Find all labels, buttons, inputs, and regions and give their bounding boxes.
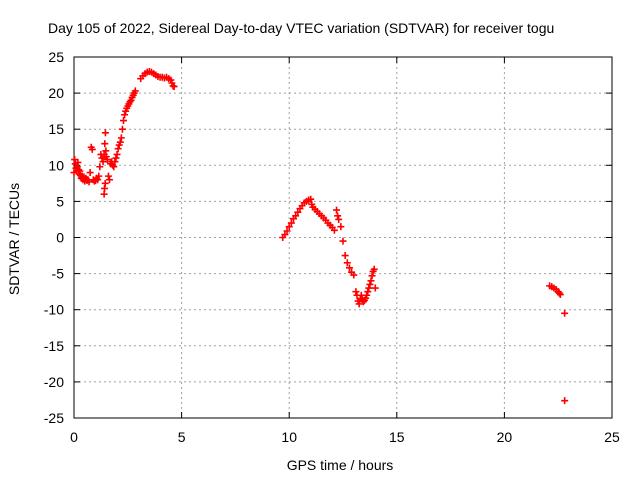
x-axis-tick-labels: 0 5 10 15 20 25 [70,429,620,445]
y-tick-label: 0 [56,230,64,246]
y-tick-label: 15 [48,121,64,137]
x-tick-label: 5 [178,429,186,445]
axis-ticks [73,56,613,419]
data-point [283,227,291,235]
data-point [337,223,345,231]
y-tick-label: 10 [48,157,64,173]
data-point [294,208,302,216]
data-point [561,309,569,317]
chart-title: Day 105 of 2022, Sidereal Day-to-day VTE… [48,20,554,36]
data-point [370,265,378,273]
y-tick-label: 5 [56,193,64,209]
data-point [96,163,104,171]
y-tick-label: 20 [48,85,64,101]
data-point [111,158,119,166]
data-point [367,277,375,285]
data-point [170,83,178,91]
data-point [341,252,349,260]
x-tick-label: 25 [604,429,620,445]
data-point [94,176,102,184]
data-point [281,231,289,239]
data-point [88,145,96,153]
data-point [118,125,126,133]
y-tick-label: -10 [44,302,64,318]
data-point [119,117,127,125]
x-axis-label: GPS time / hours [287,457,394,473]
data-point [126,98,134,106]
data-point [330,226,338,234]
data-point [307,195,315,203]
x-tick-label: 15 [389,429,405,445]
data-point [292,212,300,220]
data-point [106,176,114,184]
data-point [364,288,372,296]
data-point [131,87,139,95]
data-point [86,169,94,177]
data-point [555,289,563,297]
data-point [95,172,103,180]
data-point [98,154,106,162]
data-point [371,284,379,292]
data-point [285,223,293,231]
data-point [117,134,125,142]
data-point [101,140,109,148]
data-point [121,111,129,119]
data-point [101,179,109,187]
data-point [104,172,112,180]
x-tick-label: 10 [281,429,297,445]
data-point [335,215,343,223]
data-point [339,237,347,245]
data-point [74,158,82,166]
data-point [114,145,122,153]
y-tick-label: -5 [52,266,65,282]
data-point [113,150,121,158]
y-axis-label: SDTVAR / TECUs [6,183,22,295]
data-point [109,161,117,169]
y-tick-label: -20 [44,374,64,390]
data-point [368,272,376,280]
x-tick-label: 20 [497,429,513,445]
data-point [287,219,295,227]
data-point [561,397,569,405]
y-tick-label: -15 [44,338,64,354]
data-point [99,158,107,166]
data-point [365,284,373,292]
y-axis-tick-labels: -25 -20 -15 -10 -5 0 5 10 15 20 25 [44,49,64,426]
y-tick-label: 25 [48,49,64,65]
data-point [112,154,120,162]
data-point [110,163,118,171]
data-point [333,206,341,214]
data-point [355,300,363,308]
data-point [359,298,367,306]
data-point [116,138,124,146]
data-point [345,264,353,272]
grid-lines [74,57,612,418]
data-point [103,156,111,164]
y-tick-label: -25 [44,410,64,426]
data-points [70,67,569,405]
data-point [334,212,342,220]
data-point [363,291,371,299]
data-point [350,271,358,279]
x-tick-label: 0 [70,429,78,445]
data-point [101,129,109,137]
data-point [366,280,374,288]
data-point [352,288,360,296]
data-point [556,291,564,299]
data-point [343,259,351,267]
